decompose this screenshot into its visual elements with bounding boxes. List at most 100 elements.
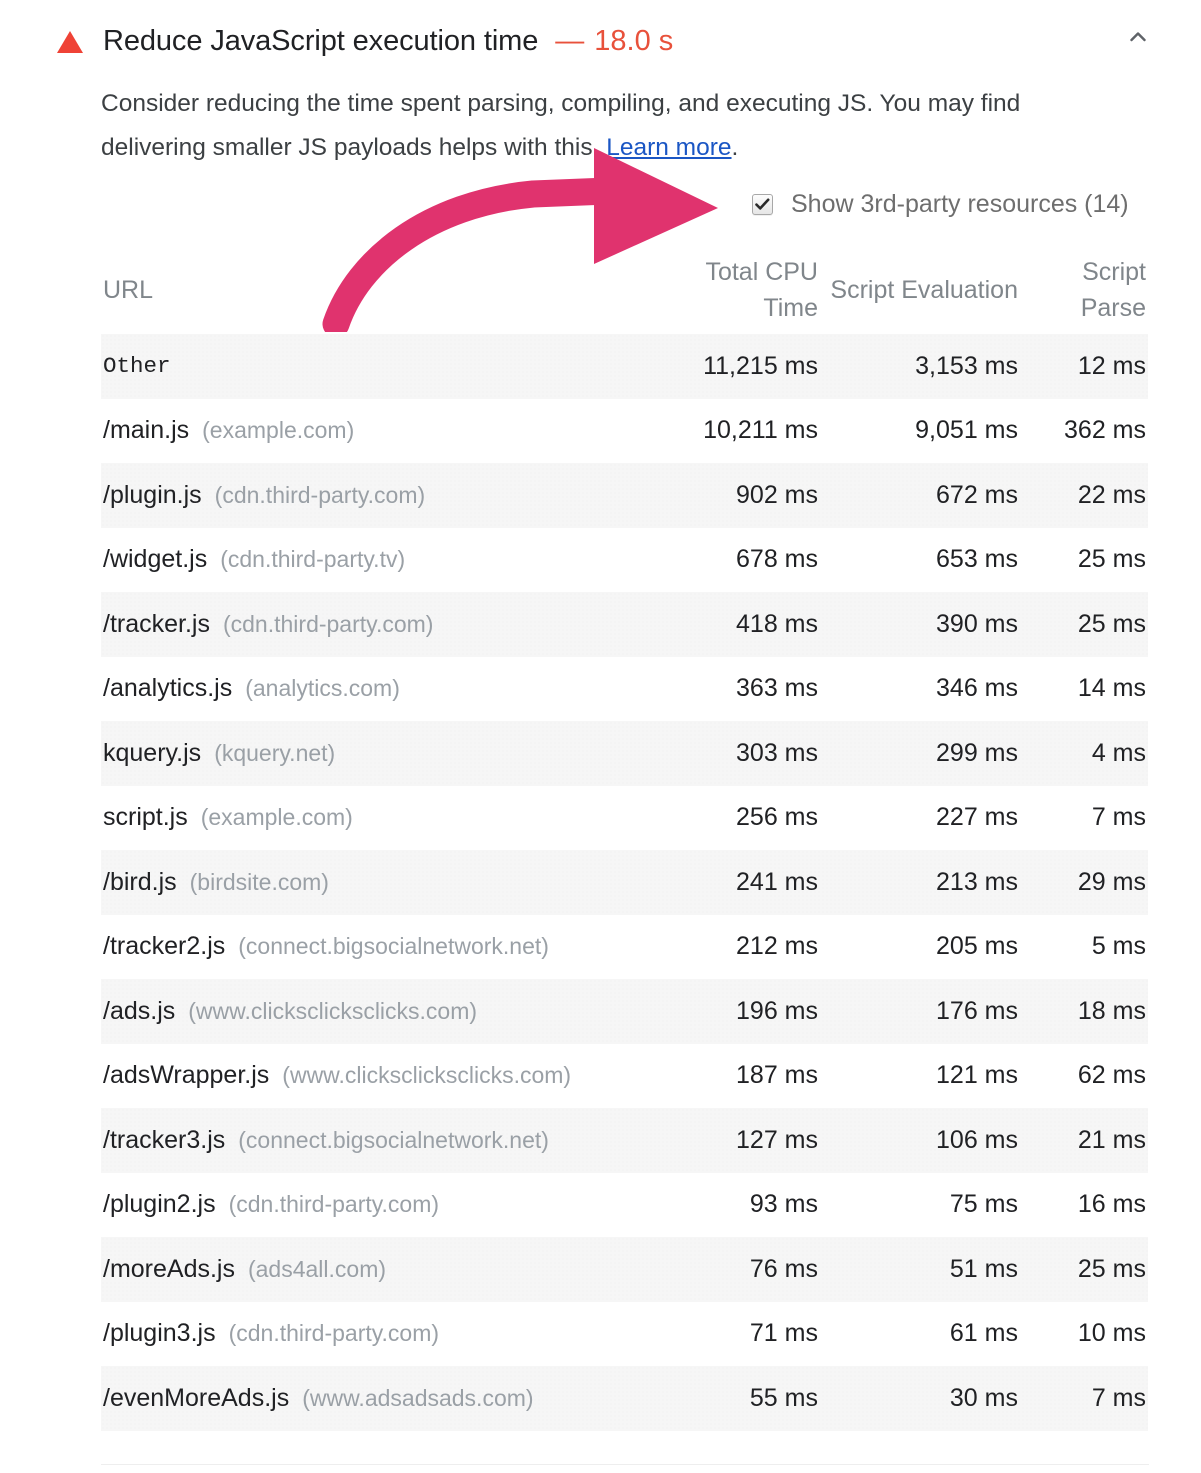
column-header-script-evaluation[interactable]: Script Evaluation (830, 276, 1018, 304)
table-row[interactable]: /ads.js (www.clicksclicksclicks.com) 196 m… (101, 979, 1148, 1044)
cell-script-parse: 22 ms (1077, 480, 1146, 509)
cell-total-cpu-time: 363 ms (736, 674, 818, 703)
cell-total-cpu-time: 241 ms (736, 867, 818, 896)
column-header-url[interactable]: URL (103, 276, 154, 304)
show-third-party-checkbox[interactable] (752, 193, 773, 215)
cell-script-evaluation: 61 ms (949, 1319, 1018, 1348)
cell-script-evaluation: 346 ms (936, 674, 1018, 703)
url-host: (cdn.third-party.com) (214, 481, 426, 508)
learn-more-link[interactable]: Learn more (606, 134, 732, 161)
cell-script-evaluation: 213 ms (936, 867, 1018, 896)
cell-script-evaluation: 672 ms (936, 480, 1018, 509)
url-name: /tracker.js (103, 609, 210, 638)
checkmark-icon (755, 198, 770, 210)
cell-url: Other (101, 353, 638, 379)
cell-script-parse: 25 ms (1077, 545, 1146, 574)
cell-url: /bird.js (birdsite.com) (101, 868, 638, 897)
url-host: (cdn.third-party.com) (228, 1191, 440, 1218)
cell-script-parse: 5 ms (1091, 932, 1146, 961)
table-row[interactable]: /plugin3.js (cdn.third-party.com) 71 ms 61 … (101, 1302, 1148, 1367)
cell-total-cpu-time: 212 ms (736, 932, 818, 961)
cell-url: /tracker.js (cdn.third-party.com) (101, 610, 638, 639)
column-header-total-cpu-time[interactable]: Total CPU Time (638, 254, 818, 326)
cell-url: /tracker2.js (connect.bigsocialnetwork.ne… (101, 932, 638, 961)
cell-total-cpu-time: 187 ms (736, 1061, 818, 1090)
table-row[interactable]: /evenMoreAds.js (www.adsadsads.com) 55 ms 3… (101, 1366, 1148, 1431)
cell-script-evaluation: 3,153 ms (915, 351, 1018, 380)
table-row[interactable]: /tracker3.js (connect.bigsocialnetwork.ne… (101, 1108, 1148, 1173)
url-host: (example.com) (202, 417, 355, 444)
audit-title: Reduce JavaScript execution time (103, 24, 539, 57)
url-host: (cdn.third-party.com) (228, 1320, 440, 1347)
cell-script-parse: 25 ms (1077, 1254, 1146, 1283)
table-row[interactable]: Other 11,215 ms 3,153 ms 12 ms (101, 334, 1148, 399)
audit-metric: — 18.0 s (555, 25, 673, 58)
cell-script-evaluation: 106 ms (936, 1125, 1018, 1154)
table-row[interactable]: /bird.js (birdsite.com) 241 ms 213 ms 29 ms (101, 850, 1148, 915)
table-row[interactable]: /moreAds.js (ads4all.com) 76 ms 51 ms 25 ms (101, 1237, 1148, 1302)
url-host: (kquery.net) (214, 739, 336, 766)
show-third-party-row[interactable]: Show 3rd-party resources (14) (738, 178, 1141, 230)
url-name: /ads.js (103, 996, 176, 1025)
table-row[interactable]: /analytics.js (analytics.com) 363 ms 346 ms… (101, 657, 1148, 722)
url-host: (analytics.com) (245, 675, 400, 702)
table-row[interactable]: /plugin.js (cdn.third-party.com) 902 ms 672… (101, 463, 1148, 528)
table-row[interactable]: /tracker2.js (connect.bigsocialnetwork.ne… (101, 915, 1148, 980)
description-text-2: . (731, 134, 739, 161)
cell-script-parse: 14 ms (1077, 674, 1146, 703)
url-name: /tracker3.js (103, 1125, 226, 1154)
url-host: (cdn.third-party.com) (222, 610, 434, 637)
audit-header[interactable]: Reduce JavaScript execution time — 18.0 s (0, 0, 1201, 64)
cell-total-cpu-time: 678 ms (736, 545, 818, 574)
cell-script-evaluation: 30 ms (949, 1383, 1018, 1412)
table-body: Other 11,215 ms 3,153 ms 12 ms/main.js (exam… (101, 334, 1148, 1431)
cell-url: /main.js (example.com) (101, 416, 638, 445)
cell-total-cpu-time: 196 ms (736, 996, 818, 1025)
cell-url: /ads.js (www.clicksclicksclicks.com) (101, 997, 638, 1026)
table-row[interactable]: script.js (example.com) 256 ms 227 ms 7 ms (101, 786, 1148, 851)
bottom-divider (101, 1464, 1149, 1465)
table-row[interactable]: /widget.js (cdn.third-party.tv) 678 ms 653 … (101, 528, 1148, 593)
table-row[interactable]: kquery.js (kquery.net) 303 ms 299 ms 4 ms (101, 721, 1148, 786)
cell-script-parse: 7 ms (1091, 803, 1146, 832)
cell-total-cpu-time: 256 ms (736, 803, 818, 832)
url-host: (ads4all.com) (247, 1255, 387, 1282)
cell-total-cpu-time: 71 ms (749, 1319, 818, 1348)
column-header-cpu-line1: Total CPU (705, 258, 818, 286)
cell-total-cpu-time: 55 ms (749, 1383, 818, 1412)
url-name: Other (103, 353, 171, 380)
description-text-1: Consider reducing the time spent parsing… (101, 90, 1021, 161)
column-header-script-parse[interactable]: Script Parse (1080, 258, 1146, 322)
cell-script-parse: 12 ms (1077, 351, 1146, 380)
cell-total-cpu-time: 11,215 ms (703, 351, 818, 380)
column-header-cpu-line2: Time (763, 294, 818, 322)
table-row[interactable]: /plugin2.js (cdn.third-party.com) 93 ms 75 … (101, 1173, 1148, 1238)
cell-script-parse: 16 ms (1077, 1190, 1146, 1219)
chevron-up-icon[interactable] (1127, 26, 1149, 48)
cell-script-evaluation: 9,051 ms (915, 416, 1018, 445)
cell-url: /moreAds.js (ads4all.com) (101, 1255, 638, 1284)
url-host: (connect.bigsocialnetwork.net) (238, 1126, 549, 1153)
url-name: /moreAds.js (103, 1254, 235, 1283)
cell-script-evaluation: 227 ms (936, 803, 1018, 832)
cell-url: /analytics.js (analytics.com) (101, 674, 638, 703)
cell-script-evaluation: 299 ms (936, 738, 1018, 767)
url-name: /widget.js (103, 545, 208, 574)
url-name: /evenMoreAds.js (103, 1383, 290, 1412)
cell-url: /plugin2.js (cdn.third-party.com) (101, 1190, 638, 1219)
table-header-row: URL Total CPU Time Script Evaluation Scr… (101, 246, 1148, 334)
cell-url: /evenMoreAds.js (www.adsadsads.com) (101, 1384, 638, 1413)
cell-script-evaluation: 121 ms (936, 1061, 1018, 1090)
url-host: (www.adsadsads.com) (302, 1384, 534, 1411)
cell-script-evaluation: 390 ms (936, 609, 1018, 638)
metric-value: 18.0 s (594, 24, 674, 57)
cell-script-parse: 10 ms (1077, 1319, 1146, 1348)
table-row[interactable]: /main.js (example.com) 10,211 ms 9,051 ms 36… (101, 399, 1148, 464)
audit-description: Consider reducing the time spent parsing… (0, 82, 1115, 170)
cell-url: kquery.js (kquery.net) (101, 739, 638, 768)
table-row[interactable]: /tracker.js (cdn.third-party.com) 418 ms 39… (101, 592, 1148, 657)
table-row[interactable]: /adsWrapper.js (www.clicksclicksclicks.co… (101, 1044, 1148, 1109)
cell-script-evaluation: 51 ms (949, 1254, 1018, 1283)
url-name: /analytics.js (103, 674, 233, 703)
